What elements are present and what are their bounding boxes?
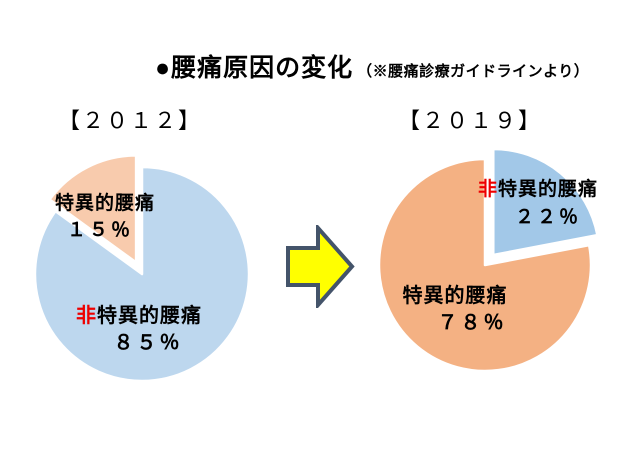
pie-slice bbox=[492, 147, 599, 257]
pie-slice bbox=[48, 154, 138, 264]
pie-chart-2019 bbox=[377, 147, 599, 373]
slice-percent-2012-nonspecific: ８５％ bbox=[113, 332, 183, 354]
right-arrow-icon bbox=[286, 225, 355, 308]
slice-label-text: 特異的腰痛 bbox=[498, 179, 599, 200]
pie-slice bbox=[33, 165, 251, 383]
year-label-2019: 【２０１９】 bbox=[398, 108, 543, 133]
slice-label-2019-specific: 特異的腰痛 bbox=[403, 279, 508, 308]
slice-percent-2019-nonspecific: ２２％ bbox=[514, 207, 582, 228]
slice-percent-2012-specific: １５％ bbox=[66, 220, 134, 241]
title-text: ●腰痛原因の変化 bbox=[155, 54, 354, 82]
slice-label-red-prefix: 非 bbox=[477, 179, 498, 200]
slice-label-text: 特異的腰痛 bbox=[97, 305, 202, 327]
slice-label-text: 特異的腰痛 bbox=[402, 285, 508, 307]
slice-percent-2019-specific: ７８％ bbox=[437, 312, 507, 334]
page-title: ●腰痛原因の変化 （※腰痛診療ガイドラインより） bbox=[155, 48, 589, 84]
right-arrow-shape bbox=[286, 225, 355, 308]
pie-chart-2012 bbox=[33, 154, 251, 383]
slice-label-2019-nonspecific: 非特異的腰痛 bbox=[478, 174, 598, 201]
title-source-note: （※腰痛診療ガイドラインより） bbox=[357, 63, 590, 80]
pie-slice bbox=[377, 157, 593, 373]
slice-label-2012-nonspecific: 非特異的腰痛 bbox=[76, 299, 202, 328]
slice-label-text: 特異的腰痛 bbox=[54, 193, 156, 214]
year-label-2012: 【２０１２】 bbox=[58, 108, 203, 133]
slice-label-red-prefix: 非 bbox=[76, 305, 97, 327]
slice-label-2012-specific: 特異的腰痛 bbox=[55, 188, 155, 215]
